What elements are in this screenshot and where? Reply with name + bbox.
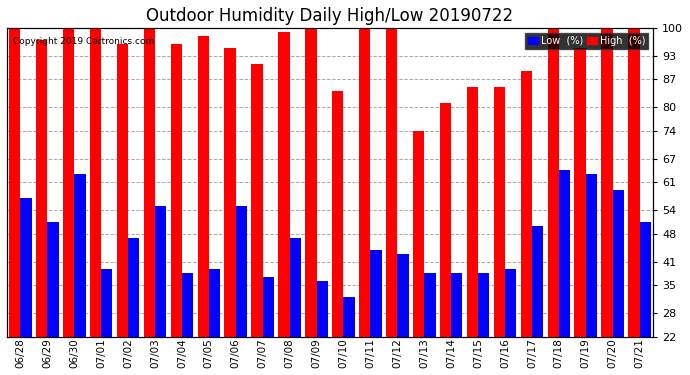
Bar xyxy=(451,273,462,337)
Bar xyxy=(413,131,424,337)
Bar xyxy=(117,44,128,337)
Bar xyxy=(263,278,274,337)
Title: Outdoor Humidity Daily High/Low 20190722: Outdoor Humidity Daily High/Low 20190722 xyxy=(146,7,513,25)
Bar xyxy=(170,44,182,337)
Bar xyxy=(640,222,651,337)
Bar xyxy=(182,273,193,337)
Bar xyxy=(9,28,21,337)
Legend: Low  (%), High  (%): Low (%), High (%) xyxy=(525,33,648,49)
Bar xyxy=(305,28,317,337)
Bar xyxy=(505,270,516,337)
Bar xyxy=(547,28,559,337)
Bar xyxy=(559,171,570,337)
Bar xyxy=(75,174,86,337)
Bar xyxy=(209,270,220,337)
Bar xyxy=(574,48,586,337)
Bar xyxy=(440,103,451,337)
Bar xyxy=(317,281,328,337)
Bar xyxy=(21,198,32,337)
Bar xyxy=(101,270,112,337)
Bar xyxy=(397,254,408,337)
Bar xyxy=(478,273,489,337)
Bar xyxy=(128,238,139,337)
Bar xyxy=(90,28,101,337)
Bar xyxy=(63,28,75,337)
Bar xyxy=(629,28,640,337)
Bar xyxy=(386,28,397,337)
Text: Copyright 2019 Cartronics.com: Copyright 2019 Cartronics.com xyxy=(13,37,155,46)
Bar xyxy=(155,206,166,337)
Bar xyxy=(251,63,263,337)
Bar xyxy=(48,222,59,337)
Bar xyxy=(532,226,543,337)
Bar xyxy=(466,87,478,337)
Bar xyxy=(520,72,532,337)
Bar xyxy=(359,28,371,337)
Bar xyxy=(144,28,155,337)
Bar xyxy=(332,91,344,337)
Bar xyxy=(344,297,355,337)
Bar xyxy=(36,40,48,337)
Bar xyxy=(224,48,236,337)
Bar xyxy=(290,238,301,337)
Bar xyxy=(371,250,382,337)
Bar xyxy=(602,28,613,337)
Bar xyxy=(197,36,209,337)
Bar xyxy=(424,273,435,337)
Bar xyxy=(493,87,505,337)
Bar xyxy=(236,206,247,337)
Bar xyxy=(278,32,290,337)
Bar xyxy=(586,174,597,337)
Bar xyxy=(613,190,624,337)
